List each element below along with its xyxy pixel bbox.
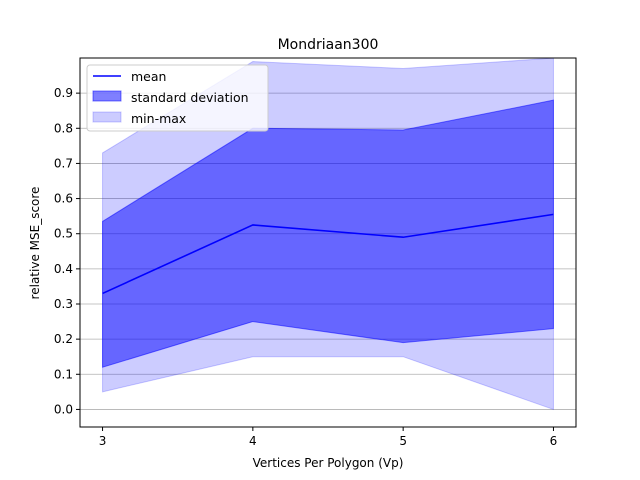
- y-tick-label-6: 0.6: [54, 192, 73, 206]
- y-tick-label-4: 0.4: [54, 262, 73, 276]
- band-layer: [102, 57, 554, 411]
- x-tick-label-3: 6: [550, 434, 558, 448]
- y-tick-label-7: 0.7: [54, 156, 73, 170]
- y-tick-label-0: 0.0: [54, 402, 73, 416]
- y-tick-label-9: 0.9: [54, 86, 73, 100]
- legend-label-mean: mean: [131, 69, 166, 84]
- y-tick-label-5: 0.5: [54, 227, 73, 241]
- x-tick-label-1: 4: [249, 434, 257, 448]
- chart-title: Mondriaan300: [278, 37, 379, 53]
- y-tick-label-1: 0.1: [54, 367, 73, 381]
- plot-frame: [79, 57, 577, 428]
- y-tick-label-8: 0.8: [54, 121, 73, 135]
- legend: mean standard deviation min-max: [86, 64, 269, 132]
- y-tick-label-2: 0.2: [54, 332, 73, 346]
- legend-frame: [86, 64, 269, 132]
- legend-swatch-min-max: [92, 111, 122, 123]
- x-axis-label: Vertices Per Polygon (Vp): [253, 456, 404, 470]
- x-tick-label-0: 3: [99, 434, 107, 448]
- tick-marks: 0.0 0.1 0.2 0.3 0.4 0.5 0.6 0.7 0.8 0.9 3 4 5 6: [54, 86, 557, 448]
- line-layer: [102, 213, 554, 295]
- axes: [79, 57, 577, 428]
- y-axis-label: relative MSE_score: [28, 187, 42, 300]
- legend-swatch-standard-deviation: [92, 90, 122, 102]
- legend-label-standard-deviation: standard deviation: [131, 90, 249, 105]
- band-standard-deviation: [102, 99, 554, 368]
- legend-label-min-max: min-max: [131, 111, 186, 126]
- x-tick-label-2: 5: [399, 434, 407, 448]
- series-line-mean: [102, 213, 554, 295]
- y-tick-label-3: 0.3: [54, 297, 73, 311]
